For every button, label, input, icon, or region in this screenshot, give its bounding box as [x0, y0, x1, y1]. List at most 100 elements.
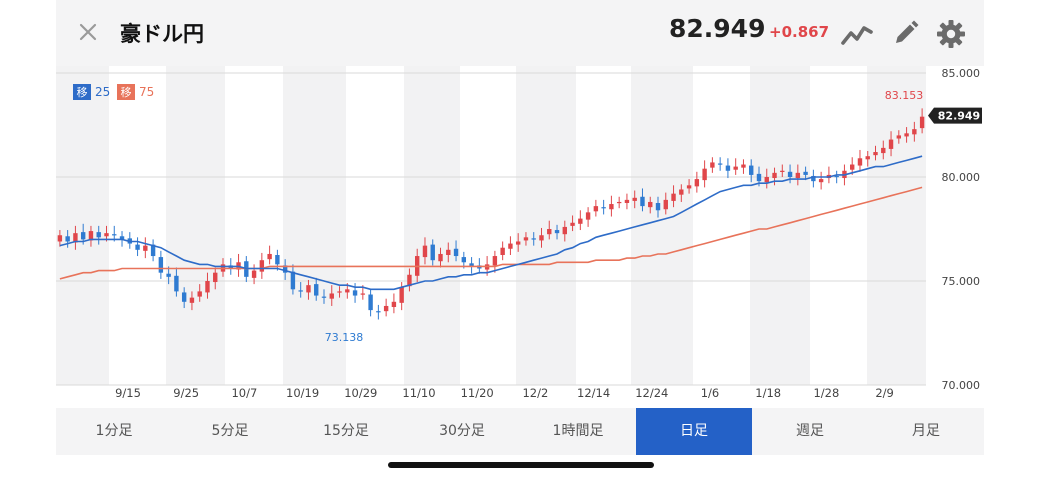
candle-body: [547, 229, 552, 235]
candle-body: [345, 289, 350, 293]
price-change: +0.867: [769, 23, 830, 41]
x-tick-label: 1/28: [813, 386, 839, 400]
tab-2[interactable]: 15分足: [323, 423, 369, 439]
ma75-legend-label: 75: [139, 85, 154, 99]
close-button[interactable]: [74, 18, 102, 46]
candle-body: [585, 212, 591, 220]
candle-body: [523, 237, 529, 241]
candle-body: [640, 196, 645, 207]
candle-body: [259, 260, 265, 272]
x-tick-label: 10/29: [344, 386, 377, 400]
candle-body: [438, 253, 443, 262]
candle-body: [850, 164, 855, 170]
candle-body: [112, 234, 117, 236]
candle-body: [679, 189, 684, 195]
gear-icon: [937, 20, 965, 48]
candle-body: [430, 244, 435, 261]
home-indicator[interactable]: [388, 462, 654, 468]
x-tick-label: 12/14: [577, 386, 610, 400]
candle-body: [648, 201, 653, 208]
candle-body: [360, 293, 366, 295]
candle-body: [624, 199, 630, 203]
tab-1[interactable]: 5分足: [211, 423, 249, 439]
candle-body: [88, 231, 94, 241]
candle-body: [492, 256, 498, 266]
candle-body: [143, 245, 148, 251]
candle-body: [795, 172, 801, 179]
x-tick-label: 1/18: [755, 386, 781, 400]
tab-4[interactable]: 1時間足: [552, 423, 604, 439]
tab-5[interactable]: 日足: [636, 408, 752, 455]
ma25-badge-text: 移: [77, 86, 88, 99]
candle-body: [881, 147, 886, 154]
candle-body: [181, 292, 187, 302]
x-tick-label: 10/19: [286, 386, 319, 400]
tab-0[interactable]: 1分足: [95, 423, 133, 439]
candle-body: [135, 244, 140, 250]
candle-body: [919, 116, 925, 129]
candle-body: [749, 165, 754, 175]
drawing-button[interactable]: [888, 17, 922, 51]
candle-body: [865, 156, 870, 160]
ma25-badge: [73, 84, 91, 100]
x-tick-label: 12/24: [635, 386, 668, 400]
candle-body: [65, 236, 70, 242]
current-price: 82.949: [669, 14, 766, 43]
last-price-tag: [928, 107, 982, 124]
page-title: 豪ドル円: [120, 22, 204, 46]
candle-body: [197, 291, 202, 297]
candle-body: [267, 253, 272, 260]
candle-body: [500, 247, 505, 255]
x-tick-label: 11/20: [461, 386, 494, 400]
ma75-line: [59, 186, 923, 280]
candle-body: [461, 257, 467, 263]
candle-body: [73, 233, 78, 243]
ma75-badge-text: 移: [121, 86, 132, 99]
candle-body: [119, 236, 125, 240]
candle-body: [702, 168, 707, 181]
ma25-legend-label: 25: [95, 85, 110, 99]
tab-7[interactable]: 月足: [912, 423, 940, 439]
candle-body: [904, 133, 909, 137]
candle-body: [446, 249, 451, 255]
tab-3[interactable]: 30分足: [439, 423, 485, 439]
candle-body: [368, 294, 373, 311]
candle-body: [710, 162, 715, 168]
candle-body: [399, 287, 404, 303]
candle-body: [686, 185, 692, 189]
candle-body: [787, 171, 793, 177]
candle-body: [780, 170, 785, 172]
pencil-icon: [896, 20, 919, 43]
candle-body: [570, 222, 575, 226]
candle-body: [741, 164, 746, 168]
candle-body: [717, 163, 723, 165]
candlestick-chart[interactable]: 85.000 80.000 75.000 70.000 9/15 9/25 10/7 10/1…: [56, 66, 984, 406]
candle-body: [834, 175, 839, 178]
candle-body: [453, 248, 459, 257]
y-tick-label: 85.000: [942, 67, 981, 80]
ma25-line: [59, 155, 923, 291]
price-chart[interactable]: 85.000 80.000 75.000 70.000 9/15 9/25 10/7 10/1…: [56, 66, 984, 406]
candle-body: [578, 218, 583, 224]
background-band: [56, 66, 109, 385]
candle-body: [733, 166, 738, 170]
candle-body: [756, 173, 762, 182]
settings-button[interactable]: [934, 17, 968, 51]
candle-body: [298, 290, 303, 292]
candle-body: [174, 275, 179, 292]
candle-body: [912, 129, 917, 135]
candle-body: [150, 244, 156, 257]
close-icon: [79, 23, 97, 41]
candle-body: [818, 179, 824, 183]
tab-6[interactable]: 週足: [796, 423, 824, 439]
candle-body: [80, 232, 86, 240]
candle-body: [469, 263, 474, 267]
x-tick-label: 9/25: [173, 386, 199, 400]
candle-body: [539, 235, 544, 241]
chart-type-button[interactable]: [840, 17, 874, 51]
candle-body: [593, 206, 599, 212]
candle-body: [166, 273, 171, 277]
ma75-badge: [117, 84, 135, 100]
candle-body: [508, 243, 513, 249]
candle-body: [811, 175, 816, 182]
